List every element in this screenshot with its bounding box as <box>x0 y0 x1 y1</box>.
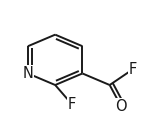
Text: F: F <box>129 62 137 77</box>
Text: F: F <box>68 96 76 112</box>
Text: N: N <box>22 66 33 81</box>
Text: O: O <box>115 99 127 114</box>
